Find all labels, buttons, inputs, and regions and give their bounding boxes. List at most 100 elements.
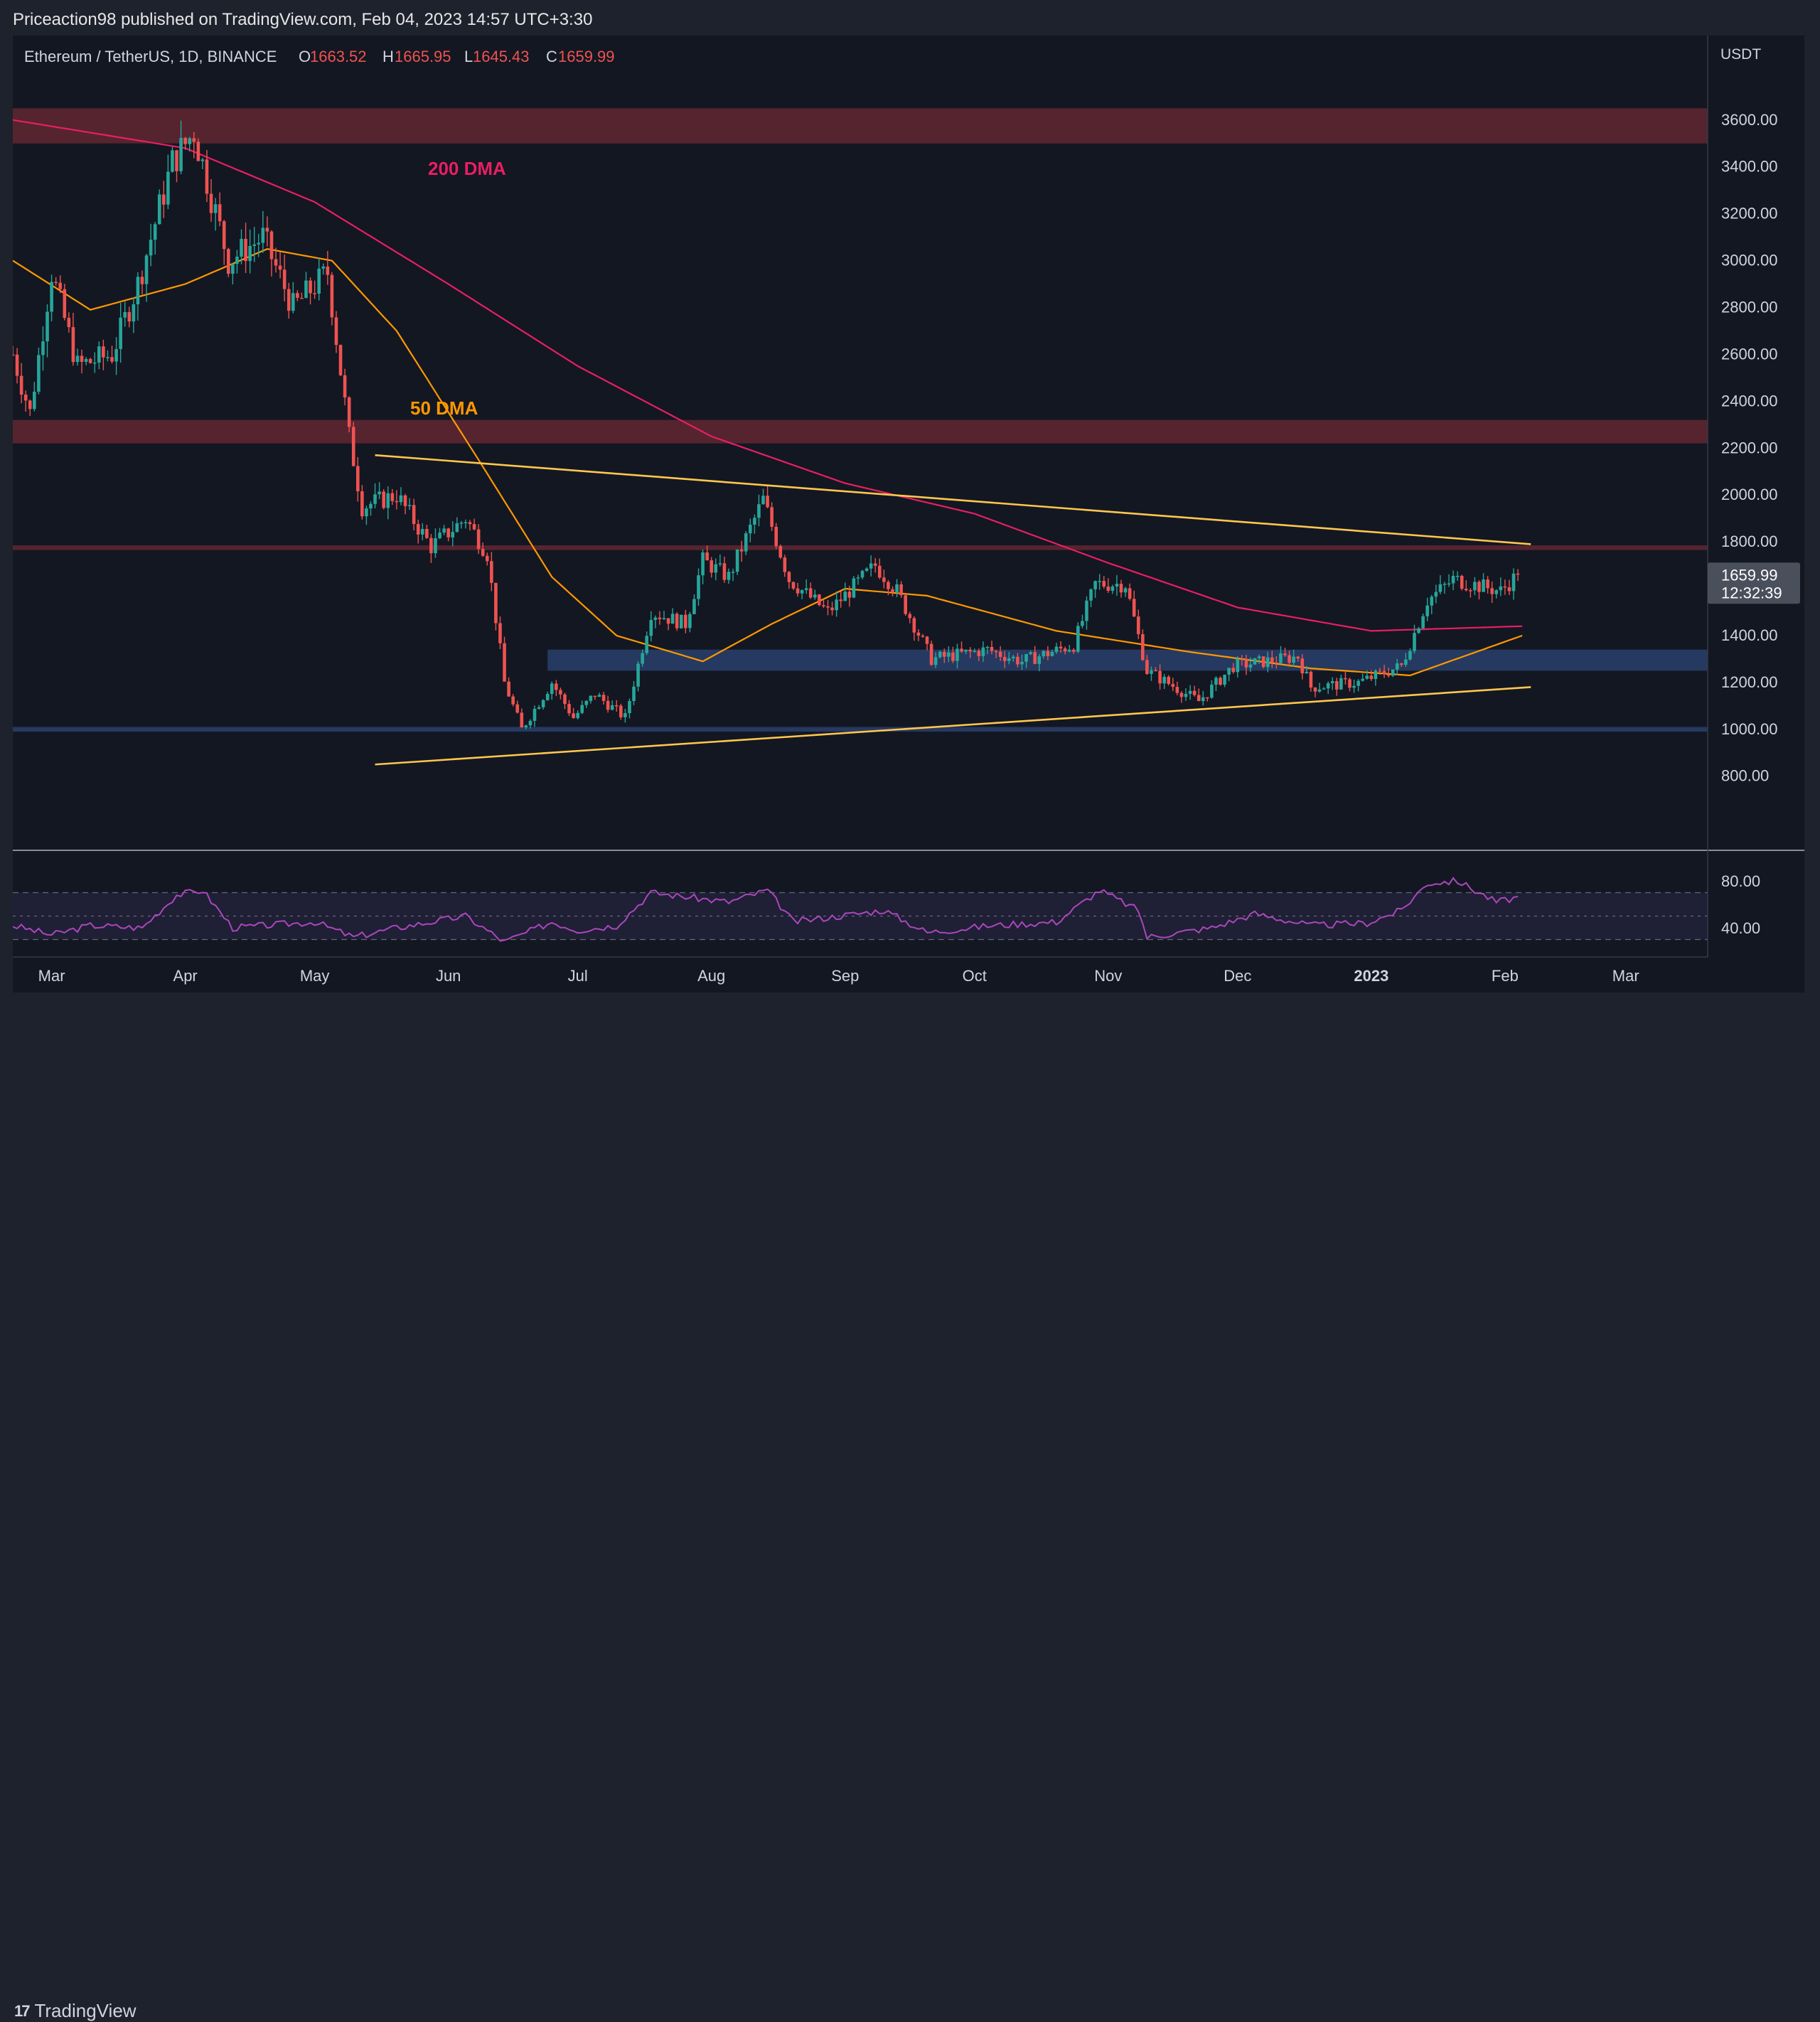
time-tick-label: Dec bbox=[1224, 967, 1251, 985]
candle-body bbox=[593, 695, 597, 697]
candle-body bbox=[446, 528, 450, 537]
candle-body bbox=[1132, 599, 1136, 617]
candle-body bbox=[761, 496, 765, 505]
dma50-annotation: 50 DMA bbox=[410, 397, 478, 419]
candle-body bbox=[1356, 680, 1360, 686]
time-tick-label: Nov bbox=[1094, 967, 1122, 985]
candle-body bbox=[1275, 662, 1278, 664]
candle-body bbox=[778, 546, 783, 558]
candle-body bbox=[1184, 693, 1188, 697]
candle-body bbox=[304, 280, 308, 298]
candle-body bbox=[873, 563, 877, 566]
candle-body bbox=[1469, 590, 1472, 592]
candle-body bbox=[1007, 658, 1011, 661]
candle-body bbox=[1162, 676, 1166, 684]
candle-body bbox=[684, 614, 687, 628]
candle-body bbox=[287, 289, 291, 311]
candle-body bbox=[649, 619, 653, 636]
ohlc-high-value: 1665.95 bbox=[395, 48, 451, 65]
candle-body bbox=[908, 614, 912, 619]
candle-body bbox=[705, 552, 709, 561]
candle-body bbox=[791, 582, 796, 589]
time-tick-label: Mar bbox=[38, 967, 65, 985]
candle-body bbox=[334, 317, 338, 346]
candle-body bbox=[580, 705, 584, 713]
candle-body bbox=[162, 194, 166, 205]
candle-body bbox=[365, 508, 368, 517]
candle-body bbox=[136, 277, 140, 304]
candle-body bbox=[1128, 588, 1132, 599]
candle-body bbox=[399, 495, 403, 503]
candle-body bbox=[614, 705, 619, 707]
candle-body bbox=[645, 636, 649, 653]
candle-body bbox=[343, 375, 347, 398]
candle-body bbox=[666, 618, 670, 624]
candle-body bbox=[1288, 655, 1291, 663]
candle-body bbox=[119, 317, 122, 349]
candle-body bbox=[1033, 652, 1037, 664]
candle-body bbox=[1317, 689, 1322, 692]
candle-body bbox=[205, 159, 209, 194]
trendline[interactable] bbox=[375, 454, 1531, 545]
candle-body bbox=[378, 491, 381, 495]
candle-body bbox=[1227, 668, 1231, 675]
candle-body bbox=[1197, 695, 1201, 702]
candle-body bbox=[213, 204, 218, 213]
candle-body bbox=[144, 255, 149, 284]
publisher-bar: Priceaction98 published on TradingView.c… bbox=[0, 0, 1820, 40]
candle-body bbox=[977, 651, 981, 656]
candle-body bbox=[1391, 669, 1395, 676]
candle-body bbox=[1223, 674, 1226, 685]
candle-body bbox=[425, 528, 429, 538]
chart-frame[interactable]: USDT 3600.00 3400.00 3200.00 3000.00 2800.00 2… bbox=[13, 36, 1804, 993]
time-tick-label: 2023 bbox=[1354, 967, 1388, 985]
price-tick-label: 1200.00 bbox=[1721, 673, 1778, 691]
candle-body bbox=[550, 683, 554, 694]
candle-body bbox=[37, 355, 41, 392]
candle-body bbox=[123, 311, 127, 318]
candle-body bbox=[524, 725, 528, 728]
candle-body bbox=[1270, 657, 1274, 663]
candle-body bbox=[584, 700, 589, 705]
candle-body bbox=[1261, 656, 1265, 668]
candle-body bbox=[1482, 579, 1485, 592]
candle-body bbox=[835, 599, 838, 611]
candle-body bbox=[149, 240, 153, 256]
candle-body bbox=[532, 709, 537, 721]
candle-body bbox=[1016, 656, 1019, 665]
candle-body bbox=[1404, 659, 1408, 665]
candle-body bbox=[653, 617, 658, 620]
candle-body bbox=[994, 651, 998, 653]
tradingview-logo[interactable]: 17 TradingView bbox=[14, 2000, 136, 2022]
candle-body bbox=[153, 224, 157, 240]
candle-body bbox=[1179, 692, 1184, 697]
candle-body bbox=[813, 594, 817, 598]
candle-body bbox=[787, 572, 791, 582]
candle-body bbox=[351, 427, 355, 466]
candle-body bbox=[1002, 656, 1007, 661]
candle-body bbox=[951, 652, 955, 661]
candle-body bbox=[71, 327, 75, 363]
candle-body bbox=[860, 570, 864, 578]
candle-body bbox=[110, 357, 114, 362]
candle-body bbox=[1283, 653, 1287, 656]
candle-body bbox=[200, 159, 205, 161]
candle-body bbox=[735, 549, 739, 572]
candle-body bbox=[1421, 616, 1425, 628]
candle-body bbox=[929, 643, 933, 665]
candle-body bbox=[455, 523, 459, 533]
candle-body bbox=[1171, 683, 1175, 688]
trendline[interactable] bbox=[375, 686, 1531, 766]
candle-body bbox=[313, 293, 316, 294]
candle-body bbox=[1486, 579, 1489, 589]
candle-body bbox=[503, 643, 506, 682]
candle-body bbox=[882, 577, 886, 582]
dma50-line bbox=[13, 247, 1523, 677]
candle-body bbox=[537, 707, 541, 710]
candle-body bbox=[800, 589, 804, 594]
candle-body bbox=[102, 346, 105, 358]
price-chart[interactable]: USDT 3600.00 3400.00 3200.00 3000.00 2800.00 2… bbox=[13, 36, 1804, 993]
candle-body bbox=[947, 652, 951, 657]
candle-body bbox=[1050, 651, 1054, 656]
candle-body bbox=[175, 150, 178, 171]
